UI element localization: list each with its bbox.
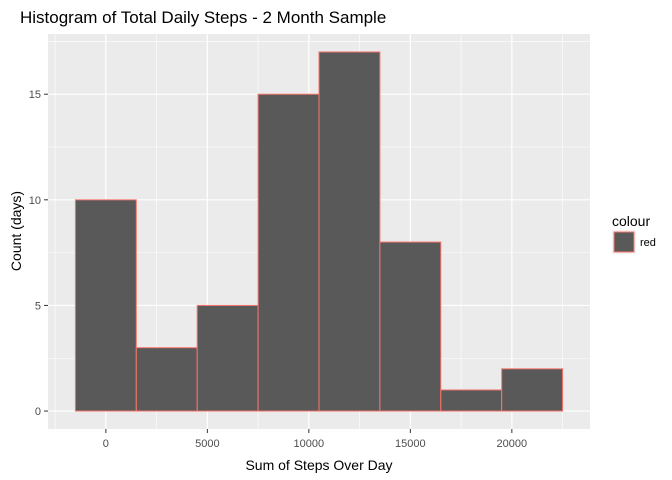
legend-key-swatch: [613, 231, 635, 253]
x-tick-label: 10000: [294, 438, 325, 450]
legend: colour red: [612, 213, 656, 254]
y-tick-label: 0: [35, 406, 41, 418]
legend-title: colour: [612, 213, 650, 229]
histogram-bar: [74, 199, 137, 412]
histogram-bar: [379, 241, 442, 412]
x-tick-label: 0: [103, 438, 109, 450]
y-tick-label: 15: [29, 89, 41, 101]
chart-title: Histogram of Total Daily Steps - 2 Month…: [20, 8, 386, 27]
histogram-bar: [318, 51, 381, 412]
legend-label-red: red: [640, 237, 656, 249]
y-tick-label: 5: [35, 300, 41, 312]
x-axis-title: Sum of Steps Over Day: [245, 457, 392, 473]
y-tick-label: 10: [29, 195, 41, 207]
histogram-bar: [440, 389, 503, 412]
x-tick-label: 5000: [195, 438, 219, 450]
histogram-bars: [74, 51, 564, 412]
histogram-bar: [196, 304, 259, 412]
x-tick-label: 15000: [395, 438, 426, 450]
histogram-bar: [501, 368, 564, 412]
histogram-bar: [135, 347, 198, 412]
x-axis-ticks: 0 5000 10000 15000 20000: [103, 429, 527, 450]
x-tick-label: 20000: [497, 438, 528, 450]
histogram-bar: [257, 93, 320, 412]
y-axis-title: Count (days): [8, 191, 24, 271]
y-axis-ticks: 0 5 10 15: [29, 89, 48, 418]
